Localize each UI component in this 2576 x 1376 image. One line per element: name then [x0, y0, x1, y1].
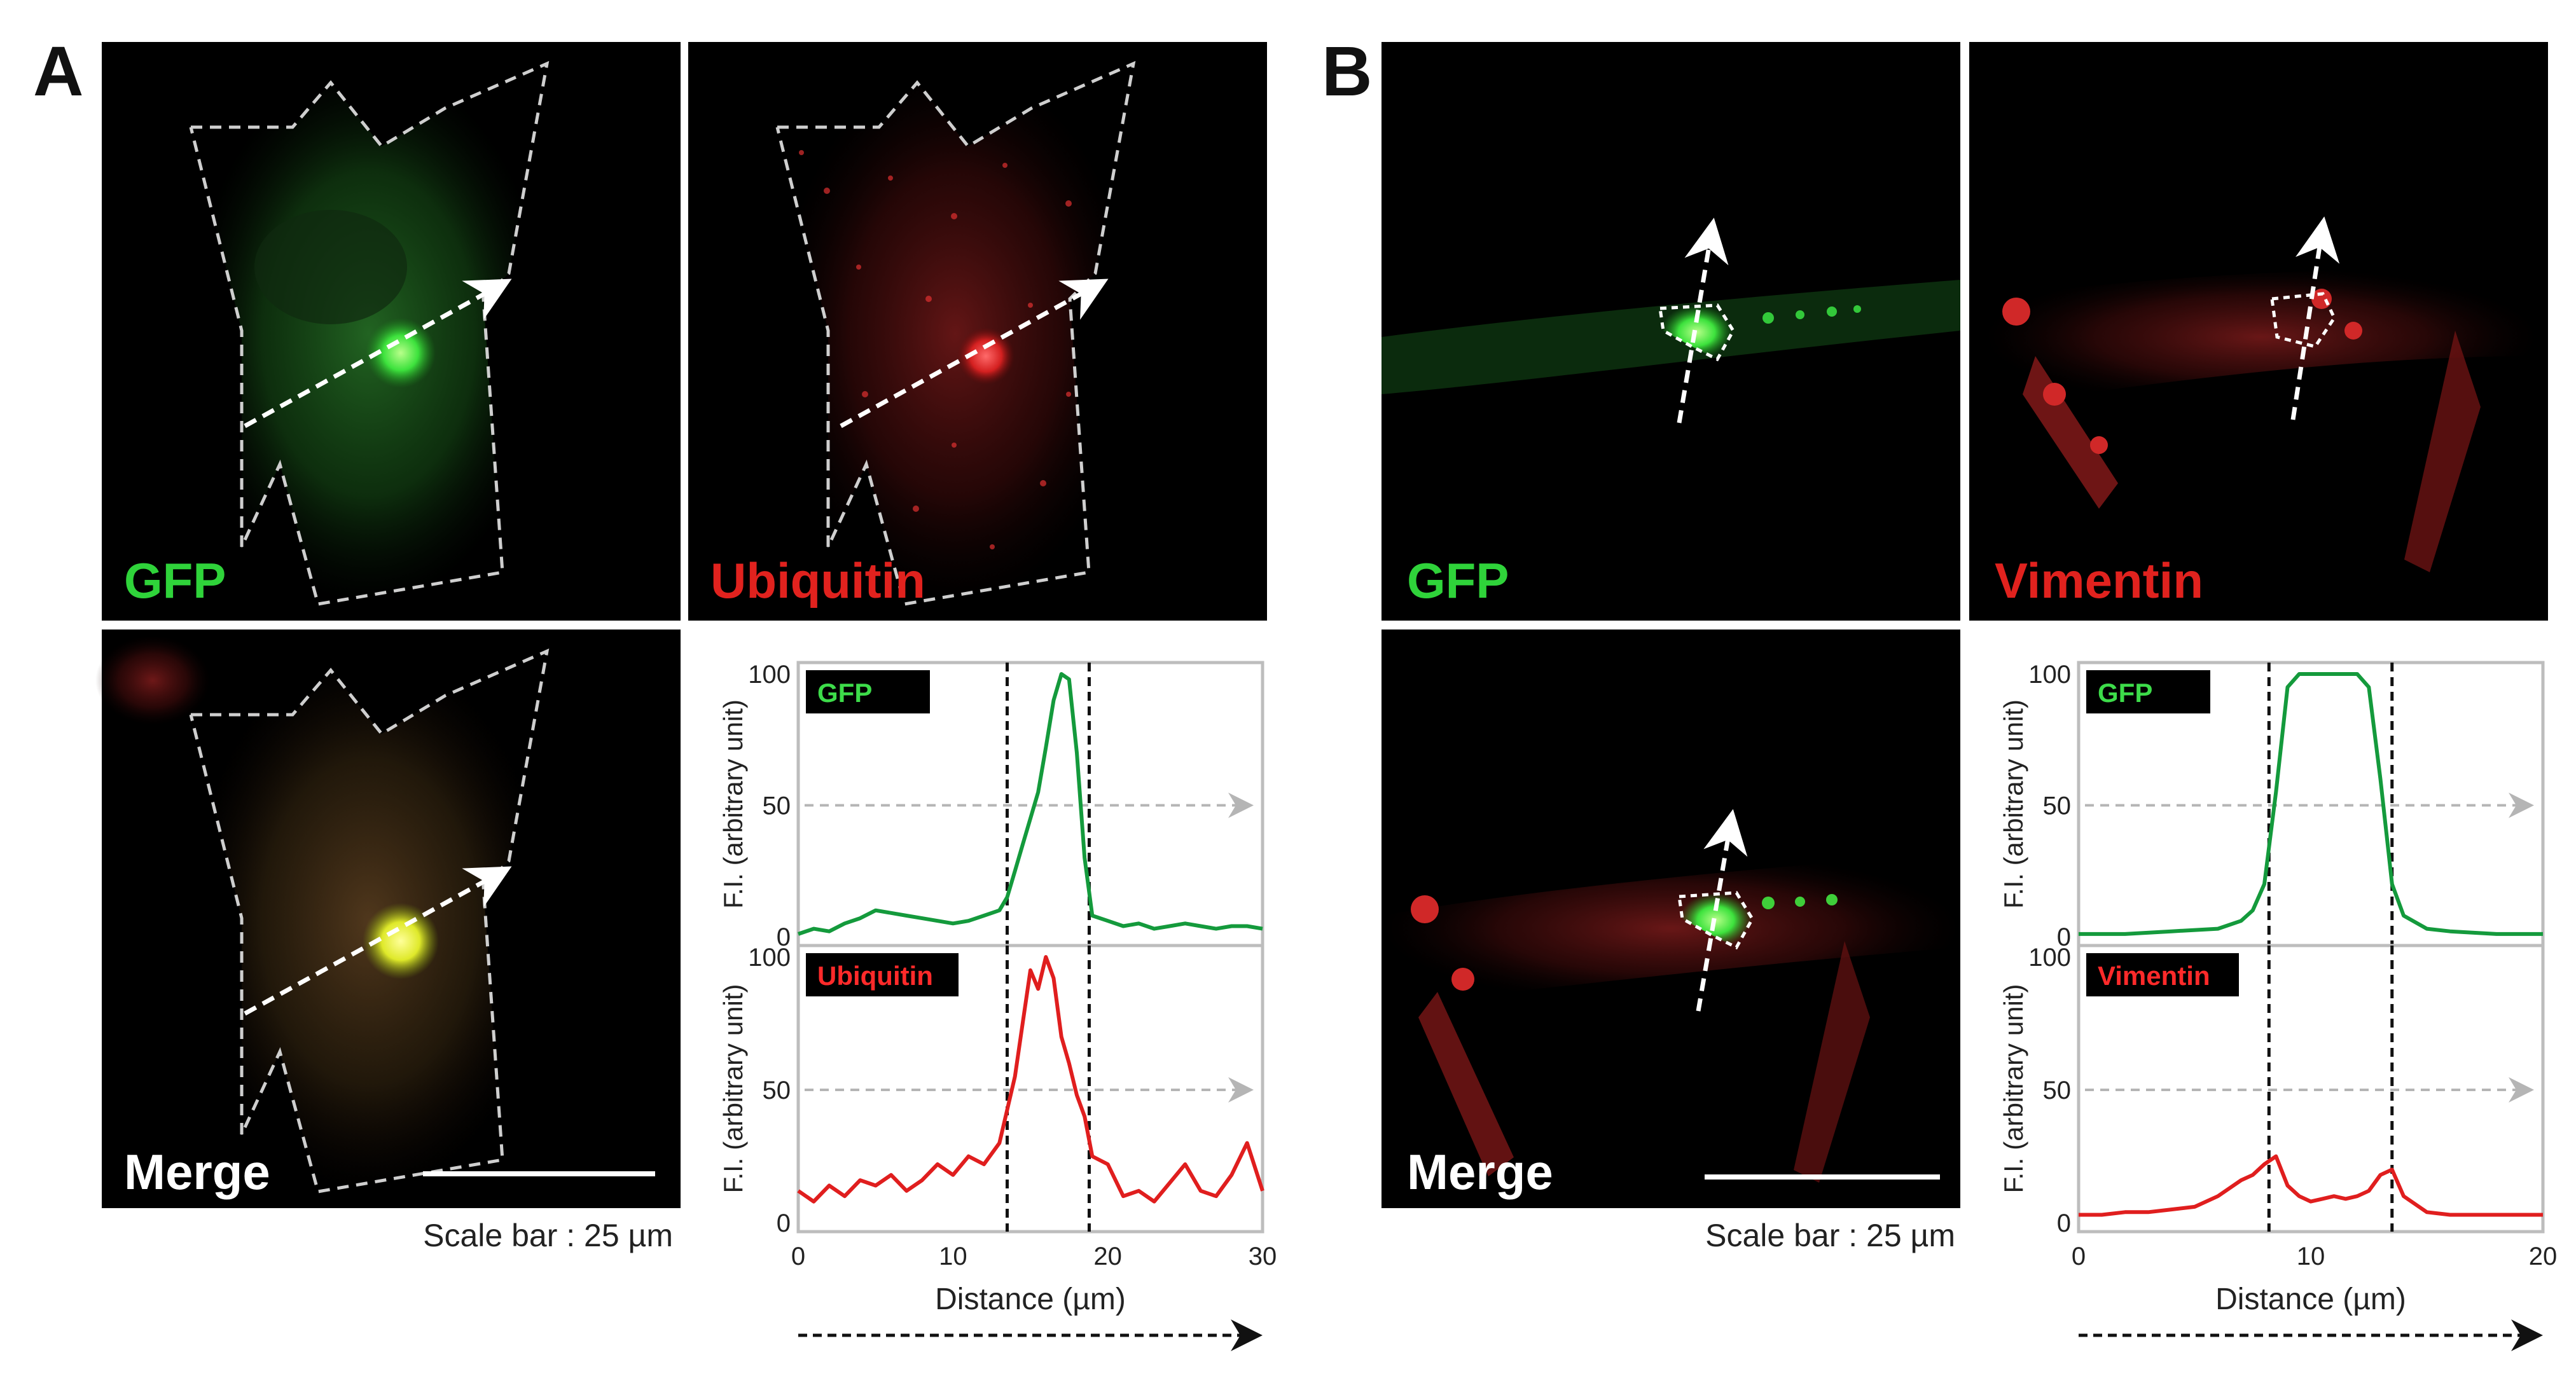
channel-badge-text: Vimentin [2098, 961, 2210, 991]
channel-badge-text: Ubiquitin [817, 961, 933, 991]
y-tick-label: 50 [2043, 792, 2072, 820]
scale-bar-b: Scale bar : 25 µm [1705, 1218, 1955, 1253]
y-axis-label: F.I. (arbitrary unit) [1998, 699, 2028, 909]
label-b-gfp: GFP [1407, 553, 1509, 609]
y-tick-label: 0 [2057, 923, 2071, 951]
channel-badge-text: GFP [2098, 678, 2152, 708]
x-tick-label: 20 [1093, 1242, 1122, 1270]
x-tick-label: 0 [791, 1242, 805, 1270]
micrograph-a-gfp: GFP [102, 42, 681, 621]
profile-line-b-vimentin [2079, 1154, 2543, 1217]
y-tick-label: 50 [763, 792, 791, 820]
label-a-ubiquitin: Ubiquitin [710, 553, 925, 609]
profile-line-a-gfp [798, 672, 1263, 936]
panel-letter-b: B [1322, 32, 1372, 111]
micrograph-b-merge: Merge [1381, 630, 1960, 1208]
y-tick-label: 0 [777, 1209, 791, 1237]
y-tick-label: 50 [763, 1077, 791, 1104]
y-tick-label: 100 [2028, 944, 2071, 972]
label-b-vimentin: Vimentin [1995, 553, 2203, 609]
micrograph-a-merge: Merge [95, 630, 681, 1208]
y-tick-label: 100 [2028, 661, 2071, 689]
y-axis-label: F.I. (arbitrary unit) [718, 699, 748, 909]
channel-badge [2086, 670, 2210, 713]
channel-badge [806, 670, 930, 713]
label-a-merge: Merge [124, 1144, 270, 1200]
micrograph-a-ubiquitin: Ubiquitin [688, 42, 1267, 621]
x-axis-label: Distance (µm) [935, 1283, 1126, 1316]
x-tick-label: 10 [939, 1242, 967, 1270]
scale-bar-a: Scale bar : 25 µm [423, 1218, 673, 1253]
micrograph-b-gfp: GFP [1381, 42, 1960, 621]
micrograph-b-vimentin: Vimentin [1969, 42, 2548, 621]
x-tick-label: 30 [1249, 1242, 1277, 1270]
y-tick-label: 100 [748, 661, 791, 689]
x-tick-label: 0 [2072, 1242, 2086, 1270]
profile-line-a-ubiquitin [797, 955, 1264, 1204]
x-tick-label: 20 [2529, 1242, 2558, 1270]
y-tick-label: 0 [2057, 1209, 2071, 1237]
y-tick-label: 100 [748, 944, 791, 972]
y-axis-label: F.I. (arbitrary unit) [718, 984, 748, 1193]
y-tick-label: 50 [2043, 1077, 2072, 1104]
x-tick-label: 10 [2297, 1242, 2325, 1270]
label-b-merge: Merge [1407, 1144, 1553, 1200]
profile-line-b-gfp [2079, 672, 2543, 936]
x-axis-label: Distance (µm) [2215, 1283, 2406, 1316]
channel-badge [2086, 953, 2239, 996]
panel-letter-a: A [33, 32, 83, 111]
channel-badge [806, 953, 959, 996]
label-a-gfp: GFP [124, 553, 226, 609]
y-axis-label: F.I. (arbitrary unit) [1998, 984, 2028, 1193]
y-tick-label: 0 [777, 923, 791, 951]
channel-badge-text: GFP [817, 678, 872, 708]
